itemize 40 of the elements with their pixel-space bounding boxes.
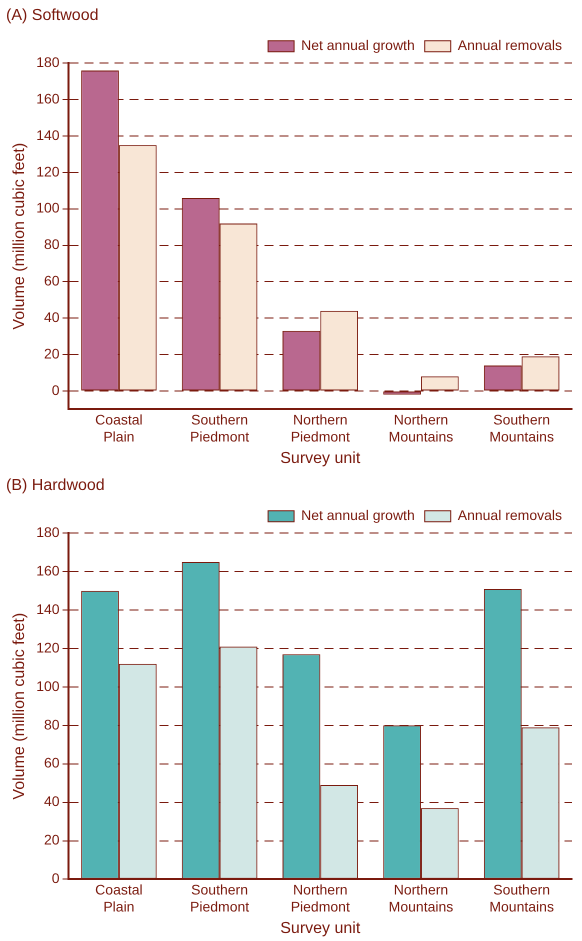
legend-label: Annual removals <box>458 507 562 524</box>
chart-title: (A) Softwood <box>6 7 98 24</box>
y-tick-label: 120 <box>36 163 60 180</box>
x-tick-label: Southern Mountains <box>489 881 554 914</box>
y-tick-label: 80 <box>44 716 60 732</box>
x-tick-label: Northern Piedmont <box>290 881 350 914</box>
chart-title: (B) Hardwood <box>6 477 105 494</box>
y-tick-label: 20 <box>44 345 60 362</box>
y-tick-label: 40 <box>44 309 60 326</box>
y-tick-label: 40 <box>44 793 60 810</box>
legend-label: Net annual growth <box>301 37 415 54</box>
y-axis-title: Volume (million cubic feet) <box>11 612 28 800</box>
y-tick-label: 100 <box>36 200 60 216</box>
x-tick-label: Northern Piedmont <box>290 411 350 444</box>
x-tick-label: Southern Piedmont <box>190 881 250 914</box>
y-tick-label: 60 <box>44 754 60 771</box>
x-axis-title: Survey unit <box>280 450 361 467</box>
x-tick-label: Southern Piedmont <box>190 411 250 444</box>
y-tick-label: 140 <box>36 600 60 617</box>
y-tick-label: 0 <box>52 382 60 398</box>
y-tick-label: 120 <box>36 639 60 656</box>
y-tick-label: 160 <box>36 562 60 579</box>
y-tick-label: 140 <box>36 126 60 143</box>
x-tick-label: Coastal Plain <box>95 881 143 914</box>
y-tick-label: 60 <box>44 272 60 289</box>
x-tick-label: Northern Mountains <box>388 881 454 914</box>
y-tick-label: 160 <box>36 90 60 106</box>
y-axis-title: Volume (million cubic feet) <box>11 142 28 330</box>
x-tick-label: Northern Mountains <box>388 411 454 444</box>
y-tick-label: 180 <box>36 54 60 70</box>
legend-label: Annual removals <box>458 37 562 54</box>
x-tick-label: Coastal Plain <box>95 411 143 444</box>
x-axis-title: Survey unit <box>280 920 361 937</box>
y-tick-label: 80 <box>44 236 60 252</box>
y-tick-label: 100 <box>36 678 60 694</box>
y-tick-label: 0 <box>52 870 60 886</box>
y-tick-label: 20 <box>44 832 60 848</box>
y-tick-label: 180 <box>36 524 60 540</box>
legend-label: Net annual growth <box>301 507 415 524</box>
x-tick-label: Southern Mountains <box>489 411 554 444</box>
